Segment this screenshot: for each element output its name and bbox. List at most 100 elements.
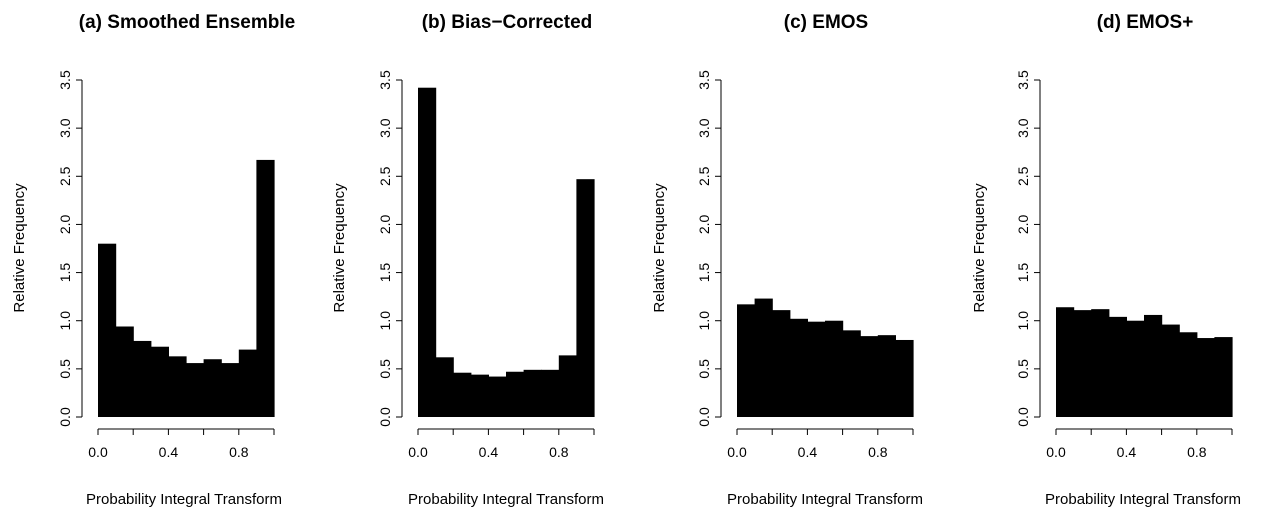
histogram-bar [523,369,542,417]
bars [1056,307,1233,417]
histogram-bar [256,159,275,417]
x-tick-label: 0.4 [479,444,499,460]
histogram-bar [168,356,187,417]
histogram-bar [576,179,595,417]
y-tick-label: 1.0 [377,311,393,331]
y-tick-label: 1.5 [1015,263,1031,283]
histogram-bar [1126,320,1145,417]
y-tick-label: 0.0 [696,407,712,427]
panel-d: (d) EMOS+ Relative Frequency Probability… [971,12,1241,508]
y-tick-label: 3.0 [57,118,73,138]
y-tick-label: 0.5 [1015,359,1031,379]
y-axis: 0.0 0.5 1.0 1.5 2.0 2.5 3.0 3.5 [696,70,722,427]
histogram-bar [150,346,169,417]
y-tick-label: 0.5 [696,359,712,379]
histogram-bar [1214,337,1233,417]
x-axis: 0.0 0.4 0.8 [1046,428,1233,460]
histogram-bar [842,330,861,417]
histogram-bar [789,318,808,417]
y-tick-label: 0.0 [1015,407,1031,427]
x-axis-label: Probability Integral Transform [727,491,923,508]
y-tick-label: 1.0 [696,311,712,331]
y-tick-label: 3.0 [1015,118,1031,138]
histogram-bar [221,363,240,417]
y-tick-label: 3.0 [377,118,393,138]
histogram-bar [1108,316,1127,417]
panel-c: (c) EMOS Relative Frequency Probability … [651,12,923,508]
bars [418,87,595,418]
x-axis-label: Probability Integral Transform [408,491,604,508]
histogram-bar [558,355,577,417]
y-tick-label: 0.5 [377,359,393,379]
x-tick-label: 0.0 [727,444,747,460]
x-tick-label: 0.8 [868,444,888,460]
histogram-bar [1091,309,1110,417]
histogram-bar [737,304,756,417]
x-tick-label: 0.4 [159,444,179,460]
histogram-bar [541,369,560,417]
y-axis-label: Relative Frequency [11,183,28,313]
x-axis: 0.0 0.4 0.8 [88,428,275,460]
x-tick-label: 0.8 [1187,444,1207,460]
y-tick-label: 2.5 [57,166,73,186]
histogram-bar [772,310,791,417]
y-tick-label: 1.5 [696,263,712,283]
histogram-bar [754,298,773,417]
bars [737,298,914,417]
histogram-bar [895,339,914,417]
y-tick-label: 0.0 [57,407,73,427]
panel-title: (b) Bias−Corrected [422,12,593,33]
panel-title: (c) EMOS [784,12,868,33]
histogram-bar [1056,307,1075,417]
histogram-bar [1073,310,1092,417]
y-tick-label: 2.0 [1015,214,1031,234]
x-axis-label: Probability Integral Transform [86,491,282,508]
y-tick-label: 0.0 [377,407,393,427]
histogram-bar [1179,332,1198,417]
y-axis: 0.0 0.5 1.0 1.5 2.0 2.5 3.0 3.5 [1015,70,1041,427]
histogram-bar [1161,324,1180,417]
y-tick-label: 2.0 [696,214,712,234]
x-tick-label: 0.4 [798,444,818,460]
panel-title: (a) Smoothed Ensemble [79,12,295,33]
panel-title: (d) EMOS+ [1097,12,1194,33]
histogram-bar [435,357,454,417]
histogram-bar [238,349,257,417]
y-tick-label: 3.5 [1015,70,1031,90]
histogram-bar [470,374,489,417]
histogram-bar [453,372,472,417]
histogram-bar [133,340,152,417]
y-tick-label: 3.5 [696,70,712,90]
bars [98,159,275,417]
y-axis-label: Relative Frequency [971,183,988,313]
x-tick-label: 0.0 [408,444,428,460]
y-tick-label: 2.0 [377,214,393,234]
histogram-bar [807,321,826,417]
panel-b: (b) Bias−Corrected Relative Frequency Pr… [331,12,604,508]
histogram-bar [860,336,879,417]
histogram-bar [877,335,896,417]
histogram-bar [418,87,437,418]
x-axis: 0.0 0.4 0.8 [727,428,914,460]
y-axis-label: Relative Frequency [651,183,668,313]
histogram-bar [98,243,117,417]
histogram-bar [1144,314,1163,417]
y-tick-label: 1.0 [57,311,73,331]
histogram-bar [506,371,525,417]
y-tick-label: 3.5 [377,70,393,90]
histogram-bar [1196,338,1215,417]
y-tick-label: 1.5 [377,263,393,283]
y-tick-label: 2.5 [377,166,393,186]
y-tick-label: 2.0 [57,214,73,234]
histogram-bar [115,326,134,417]
histogram-bar [488,376,507,417]
y-tick-label: 1.0 [1015,311,1031,331]
y-axis: 0.0 0.5 1.0 1.5 2.0 2.5 3.0 3.5 [377,70,403,427]
histogram-bar [203,359,222,417]
y-tick-label: 3.0 [696,118,712,138]
y-tick-label: 2.5 [1015,166,1031,186]
y-axis-label: Relative Frequency [331,183,348,313]
y-tick-label: 3.5 [57,70,73,90]
x-axis: 0.0 0.4 0.8 [408,428,595,460]
